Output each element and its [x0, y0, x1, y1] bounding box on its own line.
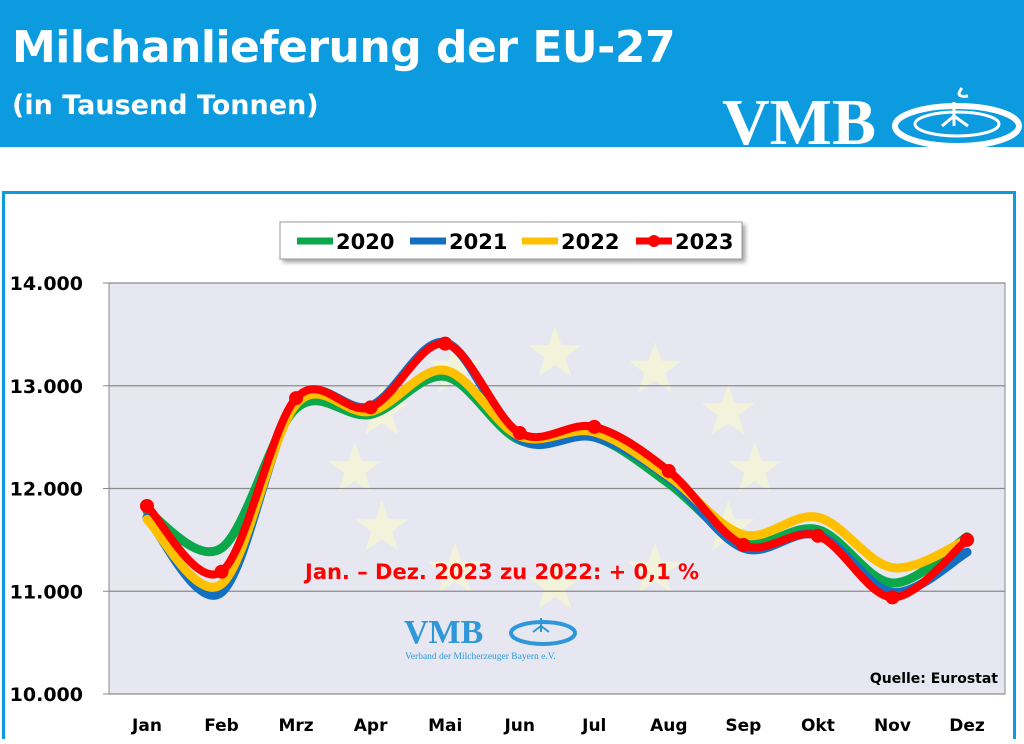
x-tick-label: Apr — [354, 716, 388, 736]
x-tick-label: Okt — [801, 716, 835, 736]
watermark-logo-text: VMB — [404, 614, 483, 651]
x-tick-label: Mrz — [278, 716, 313, 736]
legend-label: 2021 — [449, 230, 507, 254]
comparison-annotation: Jan. – Dez. 2023 zu 2022: + 0,1 % — [303, 560, 699, 584]
y-tick-label: 13.000 — [10, 376, 83, 398]
x-tick-label: Feb — [204, 716, 239, 736]
x-tick-label: Sep — [725, 716, 761, 736]
data-point-2023 — [289, 391, 304, 406]
data-point-2023 — [661, 464, 676, 479]
data-point-2023 — [512, 426, 527, 441]
gridlines — [109, 282, 1005, 695]
legend-label: 2023 — [675, 230, 733, 254]
data-point-2023 — [140, 498, 154, 513]
y-axis: 10.000 11.000 12.000 13.000 14.000 — [10, 273, 109, 706]
y-tick-label: 11.000 — [10, 581, 83, 603]
star-icon — [701, 384, 755, 435]
vmb-logo: VMB — [722, 86, 1022, 148]
star-icon — [528, 326, 582, 377]
page-title: Milchanlieferung der EU-27 — [12, 22, 676, 73]
data-point-2023 — [587, 419, 602, 434]
header-banner: Milchanlieferung der EU-27 (in Tausend T… — [0, 0, 1024, 148]
star-icon — [428, 542, 482, 594]
x-tick-label: Jul — [581, 716, 606, 736]
star-icon — [628, 341, 682, 393]
star-icon — [355, 500, 409, 551]
page-subtitle: (in Tausend Tonnen) — [12, 90, 319, 121]
data-point-2023 — [960, 532, 974, 547]
star-icon — [428, 341, 482, 393]
watermark-caption: Verband der Milcherzeuger Bayern e.V. — [405, 652, 556, 662]
legend-label: 2020 — [336, 230, 394, 254]
legend-marker — [648, 235, 660, 247]
star-icon — [728, 442, 782, 493]
x-tick-label: Mai — [428, 716, 462, 736]
x-tick-label: Dez — [949, 716, 985, 736]
x-axis: Jan Feb Mrz Apr Mai Jun Jul Aug Sep Okt Nov Dez — [131, 716, 985, 736]
chart-frame — [2, 191, 1016, 739]
x-tick-label: Nov — [874, 716, 911, 736]
star-icon — [328, 442, 382, 493]
x-tick-label: Aug — [650, 716, 687, 736]
x-tick-label: Jan — [131, 716, 162, 736]
series-lines — [140, 336, 974, 605]
legend: 2020 2021 2022 2023 — [279, 221, 743, 260]
data-point-2023 — [736, 538, 751, 553]
vmb-logo-text: VMB — [722, 86, 876, 148]
y-tick-label: 10.000 — [10, 684, 83, 706]
y-tick-label: 12.000 — [10, 479, 83, 501]
y-tick-label: 14.000 — [10, 273, 83, 295]
x-tick-label: Jun — [503, 716, 535, 736]
data-point-2023 — [214, 564, 229, 579]
data-point-2023 — [810, 528, 825, 543]
source-label: Quelle: Eurostat — [870, 671, 998, 687]
data-point-2023 — [438, 336, 453, 351]
star-icon — [528, 558, 582, 609]
vmb-watermark: VMB Verband der Milcherzeuger Bayern e.V… — [404, 614, 577, 662]
data-point-2023 — [363, 400, 378, 415]
legend-label: 2022 — [561, 230, 619, 254]
star-icon — [628, 542, 682, 594]
data-point-2023 — [885, 590, 900, 605]
